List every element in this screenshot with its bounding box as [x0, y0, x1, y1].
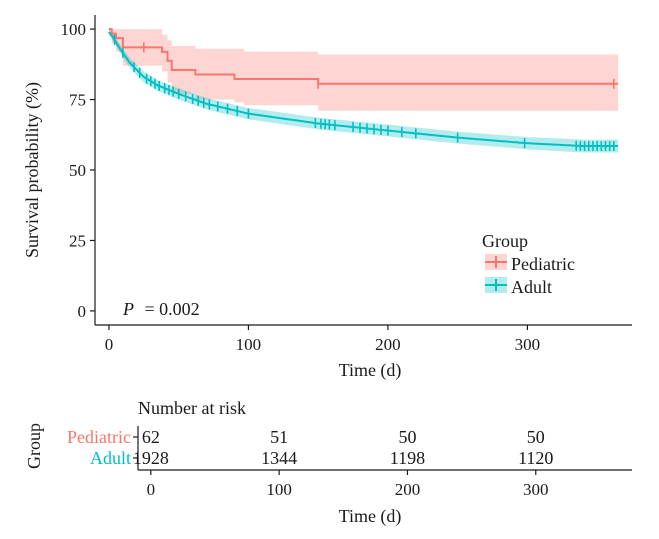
km-panel: 0 25 50 75 100 0 100 200 300 — [61, 15, 632, 354]
y-axis-title: Survival probability (%) — [22, 82, 43, 258]
band-pediatric — [108, 29, 619, 111]
risk-cell: 62 — [142, 427, 160, 447]
censor-marks — [113, 34, 615, 152]
risk-x-tick-label: 300 — [523, 480, 549, 499]
risk-cell: 1344 — [261, 448, 297, 468]
p-value-symbol: P — [122, 299, 134, 319]
y-tick-label: 100 — [61, 20, 87, 39]
risk-cell: 1120 — [518, 448, 553, 468]
confidence-bands — [108, 29, 619, 153]
risk-row-label-pediatric: Pediatric — [67, 427, 131, 447]
risk-row-axis-title: Group — [24, 423, 44, 469]
risk-x-tick-label: 100 — [266, 480, 292, 499]
risk-x-axis-title: Time (d) — [339, 506, 402, 527]
x-tick-label: 200 — [375, 335, 401, 354]
y-ticks: 0 25 50 75 100 — [61, 20, 95, 321]
line-pediatric — [108, 28, 619, 85]
risk-x-ticks: 0 100 200 300 — [147, 470, 549, 499]
p-value-text: = 0.002 — [145, 299, 200, 319]
x-tick-label: 100 — [236, 335, 262, 354]
risk-table-title: Number at risk — [138, 398, 246, 418]
legend: Group Pediatric Adult — [482, 231, 575, 297]
risk-table-cells: 62 51 50 50 1928 1344 1198 1120 — [133, 427, 554, 468]
legend-label-pediatric: Pediatric — [511, 254, 575, 274]
legend-title: Group — [482, 231, 528, 251]
risk-cell: 1198 — [390, 448, 425, 468]
y-tick-label: 75 — [69, 91, 86, 110]
risk-row-label-adult: Adult — [90, 448, 131, 468]
y-tick-label: 0 — [78, 302, 87, 321]
x-tick-label: 300 — [515, 335, 541, 354]
risk-cell: 1928 — [133, 448, 169, 468]
line-adult — [108, 31, 619, 147]
x-tick-label: 0 — [105, 335, 114, 354]
y-tick-label: 25 — [69, 231, 86, 250]
risk-x-tick-label: 200 — [395, 480, 421, 499]
legend-label-adult: Adult — [511, 277, 552, 297]
risk-cell: 51 — [270, 427, 288, 447]
x-axis-title: Time (d) — [339, 360, 402, 381]
x-ticks: 0 100 200 300 — [105, 325, 540, 354]
risk-x-tick-label: 0 — [147, 480, 156, 499]
p-value-annotation: P = 0.002 — [122, 299, 200, 319]
risk-y-ticks — [133, 436, 138, 459]
risk-cell: 50 — [398, 427, 416, 447]
risk-cell: 50 — [527, 427, 545, 447]
y-tick-label: 50 — [69, 161, 86, 180]
survival-curves — [108, 28, 619, 147]
